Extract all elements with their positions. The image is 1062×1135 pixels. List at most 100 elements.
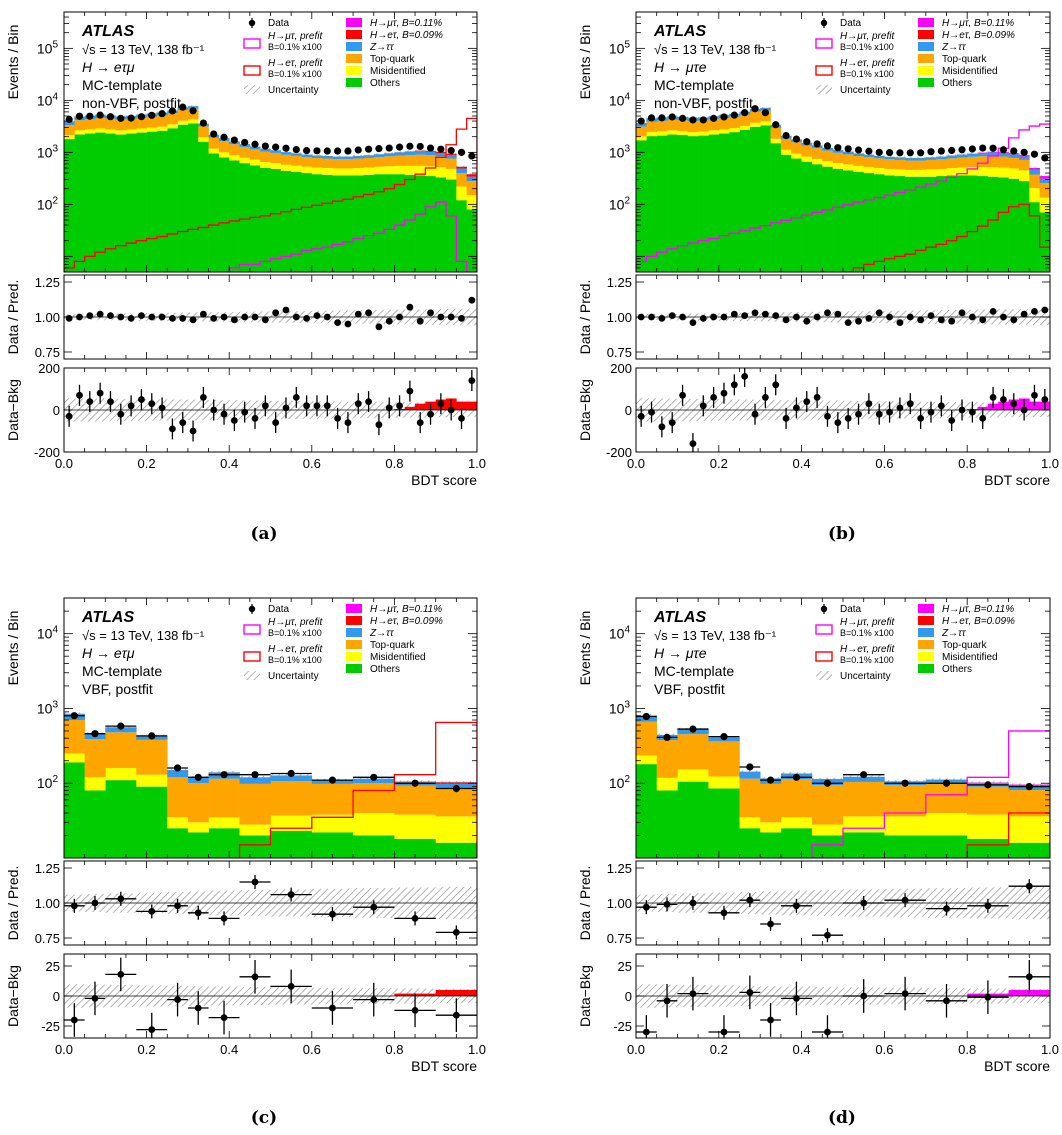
bar-others: [229, 160, 240, 272]
bar-top: [780, 138, 792, 150]
diff-point: [416, 419, 424, 426]
y-tick-label: 104: [609, 91, 631, 108]
caption-d: (d): [828, 1108, 856, 1128]
bar-misid: [687, 132, 699, 137]
y-tick-label: 103: [37, 699, 59, 716]
bar-misid: [811, 158, 823, 165]
bar-top: [415, 154, 426, 166]
bar-top: [760, 783, 782, 823]
ratio-point: [793, 313, 800, 321]
bar-misid: [415, 165, 426, 176]
x-tick-label: 0.8: [958, 456, 976, 471]
bar-ztautau: [363, 155, 375, 158]
diff-point: [189, 427, 197, 435]
bar-others: [749, 126, 761, 272]
data-point: [106, 113, 115, 121]
bar-misid: [708, 130, 720, 135]
diff-signal: [404, 406, 416, 410]
y-axis-label: Data / Pred.: [577, 280, 593, 355]
bar-misid: [115, 130, 127, 135]
legend-label: Others: [942, 664, 972, 675]
uncertainty-band: [739, 770, 761, 773]
y-axis-label: Data / Pred.: [5, 280, 21, 355]
energy-label: √s = 13 TeV, 138 fb⁻¹: [654, 628, 777, 643]
data-point: [1041, 154, 1049, 162]
bar-top: [167, 113, 178, 125]
bar-others: [280, 170, 292, 272]
y-tick-label: 0: [53, 989, 60, 1004]
bar-top: [770, 127, 782, 139]
legend-label: H→μτ, prefit: [840, 31, 895, 42]
y-tick-label: 1.25: [35, 861, 60, 876]
legend-label: Uncertainty: [268, 85, 319, 96]
data-point: [834, 144, 842, 152]
bar-ztautau: [291, 153, 302, 156]
diff-point: [334, 415, 342, 422]
data-point: [457, 148, 466, 156]
bar-others: [698, 135, 709, 272]
bar-others: [435, 842, 477, 858]
bar-misid: [446, 168, 457, 180]
bar-misid: [718, 129, 730, 134]
ratio-point: [896, 319, 904, 326]
bar-ztautau: [946, 155, 958, 159]
bar-misid: [987, 167, 999, 177]
y-tick-label: 0: [625, 403, 632, 418]
uncertainty-band: [884, 155, 895, 158]
bar-ztautau: [167, 770, 189, 778]
legend-label: B=0.1% x100: [268, 42, 322, 52]
diff-point: [1025, 973, 1033, 981]
uncertainty-band: [363, 154, 374, 157]
bar-misid: [311, 814, 354, 833]
data-point: [179, 103, 187, 111]
signal-outline-etau: [208, 721, 477, 858]
legend-label: Uncertainty: [840, 85, 891, 96]
data-point: [168, 107, 177, 115]
bar-top: [280, 154, 292, 165]
legend-label: H→μτ, prefit: [268, 31, 323, 42]
bar-misid: [780, 817, 813, 829]
bar-top: [811, 785, 844, 825]
data-point: [689, 725, 697, 733]
bar-top: [656, 740, 678, 778]
bar-others: [125, 133, 137, 272]
bar-others: [260, 168, 271, 272]
diff-point: [117, 410, 125, 418]
channel-label: H → eτμ: [82, 645, 135, 661]
bar-top: [739, 778, 761, 818]
bar-others: [208, 153, 220, 272]
bar-misid: [708, 776, 740, 789]
bar-others: [905, 176, 916, 272]
bar-others: [187, 832, 209, 858]
bar-top: [946, 158, 958, 168]
ratio-point: [679, 313, 686, 321]
main-stack: [636, 712, 1050, 858]
bar-misid: [125, 129, 137, 134]
data-point: [937, 147, 945, 155]
ratio-point: [65, 315, 73, 322]
bar-others: [435, 177, 447, 272]
legend-label: Data: [268, 18, 290, 29]
legend-swatch-hetau: [346, 616, 362, 625]
legend-label: H→eτ, prefit: [268, 58, 324, 69]
bar-misid: [208, 148, 220, 154]
ratio-point: [958, 309, 966, 317]
bar-misid: [332, 168, 344, 176]
data-point: [844, 145, 852, 153]
bar-misid: [260, 162, 271, 168]
bar-misid: [146, 127, 158, 132]
bar-others: [198, 141, 209, 272]
x-tick-label: 0.2: [138, 1042, 156, 1057]
bar-others: [270, 168, 282, 272]
data-point: [364, 145, 373, 153]
bar-misid: [729, 127, 740, 133]
ratio-point: [720, 909, 728, 917]
legend-label: Misidentified: [942, 66, 998, 77]
data-point: [668, 113, 676, 121]
bar-misid: [84, 129, 96, 134]
bar-top: [456, 173, 467, 187]
bar-misid: [363, 167, 375, 175]
ratio-point: [329, 910, 336, 918]
uncertainty-band: [332, 155, 343, 158]
bar-top: [84, 739, 106, 778]
